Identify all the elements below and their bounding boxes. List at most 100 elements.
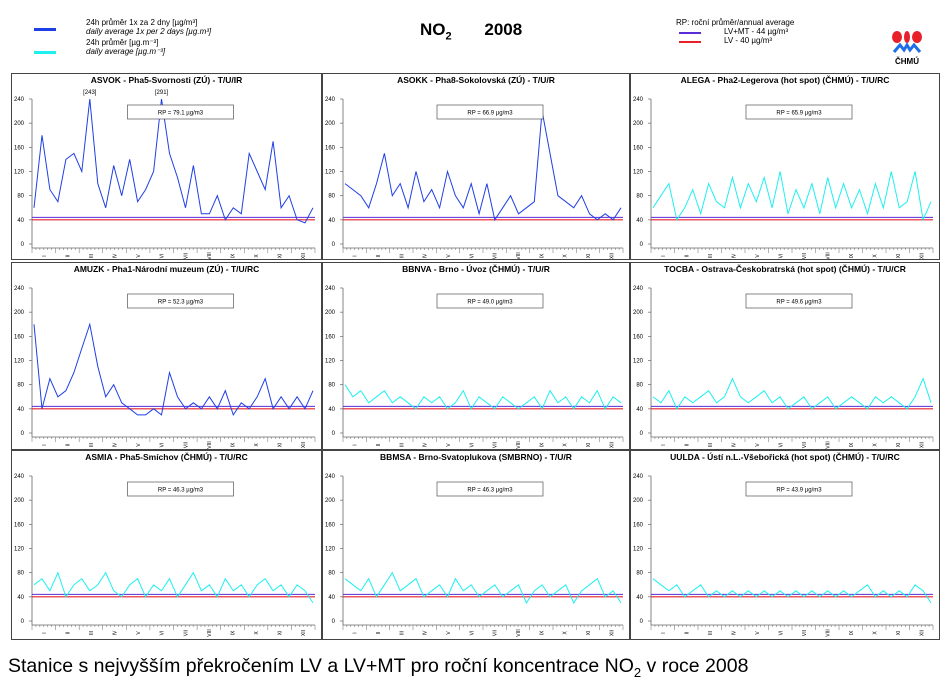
month-label: XII [301, 442, 307, 448]
y-tick-label: 80 [17, 194, 24, 200]
month-label: XII [609, 630, 615, 636]
y-tick-label: 40 [17, 595, 24, 601]
month-label: XI [586, 254, 592, 259]
series-line [344, 571, 622, 604]
month-label: X [254, 443, 260, 447]
month-label: II [684, 255, 690, 258]
series-line [344, 111, 622, 222]
pollutant-sub: 2 [445, 30, 452, 43]
y-tick-label: 200 [14, 121, 25, 127]
series-line [33, 98, 314, 224]
month-label: VIII [825, 629, 831, 637]
peak-annotation: [243] [83, 90, 97, 96]
rp-value: RP = 52.3 µg/m3 [158, 300, 204, 306]
y-tick-label: 120 [633, 170, 644, 176]
panel-title: ASVOK - Pha5-Svornosti (ZÚ) - T/U/IR [90, 75, 243, 85]
legend-series2: 24h průměr [µg.m⁻³] daily average [µg.m⁻… [86, 38, 165, 56]
panel-title: UULDA - Ústí n.L.-Všebořická (hot spot) … [670, 452, 900, 462]
month-label: III [399, 443, 405, 447]
y-tick-label: 40 [636, 218, 643, 224]
y-tick-label: 80 [636, 571, 643, 577]
rp-box [745, 104, 853, 120]
y-tick-label: 0 [640, 431, 644, 437]
month-label: IV [423, 253, 429, 258]
rp-label: RP: roční průměr/annual average [676, 18, 795, 27]
page-title: NO2 2008 [420, 20, 522, 42]
legend-swatch-blue [34, 28, 56, 31]
lv-label: LV - 40 µg/m³ [724, 36, 773, 45]
month-label: VII [493, 630, 499, 636]
month-label: V [755, 631, 761, 635]
logo-text: ČHMÚ [895, 57, 919, 66]
month-label: VIII [207, 629, 213, 637]
y-tick-label: 240 [14, 474, 25, 480]
y-tick-label: 160 [325, 522, 336, 528]
month-label: II [65, 632, 71, 635]
y-tick-label: 200 [633, 310, 644, 316]
month-label: VII [493, 442, 499, 448]
y-tick-label: 40 [636, 595, 643, 601]
rp-value: RP = 46.3 µg/m3 [467, 488, 513, 494]
y-tick-label: 0 [332, 242, 336, 248]
month-label: I [353, 632, 359, 633]
month-label: IX [539, 253, 545, 258]
month-label: I [661, 632, 667, 633]
month-label: III [89, 443, 95, 447]
month-label: I [42, 255, 48, 256]
panel-title: ASMIA - Pha5-Smíchov (ČHMÚ) - T/U/RC [85, 452, 248, 462]
y-tick-label: 240 [14, 286, 25, 292]
chart-panel: ASMIA - Pha5-Smíchov (ČHMÚ) - T/U/RC 0 40 8… [11, 450, 322, 640]
y-tick-label: 200 [14, 498, 25, 504]
y-tick-label: 40 [636, 407, 643, 413]
chart-panel: ALEGA - Pha2-Legerova (hot spot) (ČHMÚ) … [630, 73, 940, 260]
chart-panel: TOCBA - Ostrava-Českobratrská (hot spot)… [630, 262, 940, 450]
month-label: I [42, 632, 48, 633]
month-label: VIII [516, 629, 522, 637]
y-tick-label: 80 [636, 383, 643, 389]
y-tick-label: 200 [633, 498, 644, 504]
month-label: XI [278, 631, 284, 636]
month-label: XI [278, 254, 284, 259]
y-tick-label: 240 [325, 286, 336, 292]
month-label: I [661, 444, 667, 445]
caption-sub: 2 [633, 664, 642, 680]
rp-box [745, 293, 853, 309]
month-label: XI [278, 443, 284, 448]
month-label: I [353, 444, 359, 445]
caption-tail: v roce 2008 [641, 655, 749, 677]
series-line [652, 578, 932, 604]
month-label: VI [778, 443, 784, 448]
y-tick-label: 120 [325, 359, 336, 365]
month-label: VIII [516, 441, 522, 449]
y-tick-label: 40 [328, 218, 335, 224]
series-line [652, 171, 932, 222]
y-tick-label: 160 [633, 334, 644, 340]
month-label: II [684, 632, 690, 635]
month-label: IX [539, 442, 545, 447]
rp-box [127, 104, 234, 120]
month-label: XII [919, 253, 925, 259]
month-label: XII [301, 253, 307, 259]
month-label: III [708, 631, 714, 635]
y-tick-label: 160 [14, 145, 25, 151]
month-label: VI [469, 443, 475, 448]
series-line [33, 571, 314, 604]
y-tick-label: 120 [14, 547, 25, 553]
rp-box [745, 481, 853, 497]
month-label: X [563, 443, 569, 447]
rp-value: RP = 49.0 µg/m3 [467, 300, 513, 306]
month-label: IX [849, 442, 855, 447]
legend-swatch-lvmt [679, 32, 701, 34]
rp-value: RP = 43.9 µg/m3 [776, 488, 822, 494]
chart-panel: ASOKK - Pha8-Sokolovská (ZÚ) - T/U/R 0 40 8… [322, 73, 630, 260]
month-label: I [353, 255, 359, 256]
month-label: VIII [516, 252, 522, 259]
month-label: XII [609, 253, 615, 259]
legend-series1: 24h průměr 1x za 2 dny [µg/m³] daily ave… [86, 18, 211, 36]
panel-title: BBMSA - Brno-Svatoplukova (SMBRNO) - T/U… [380, 452, 572, 462]
